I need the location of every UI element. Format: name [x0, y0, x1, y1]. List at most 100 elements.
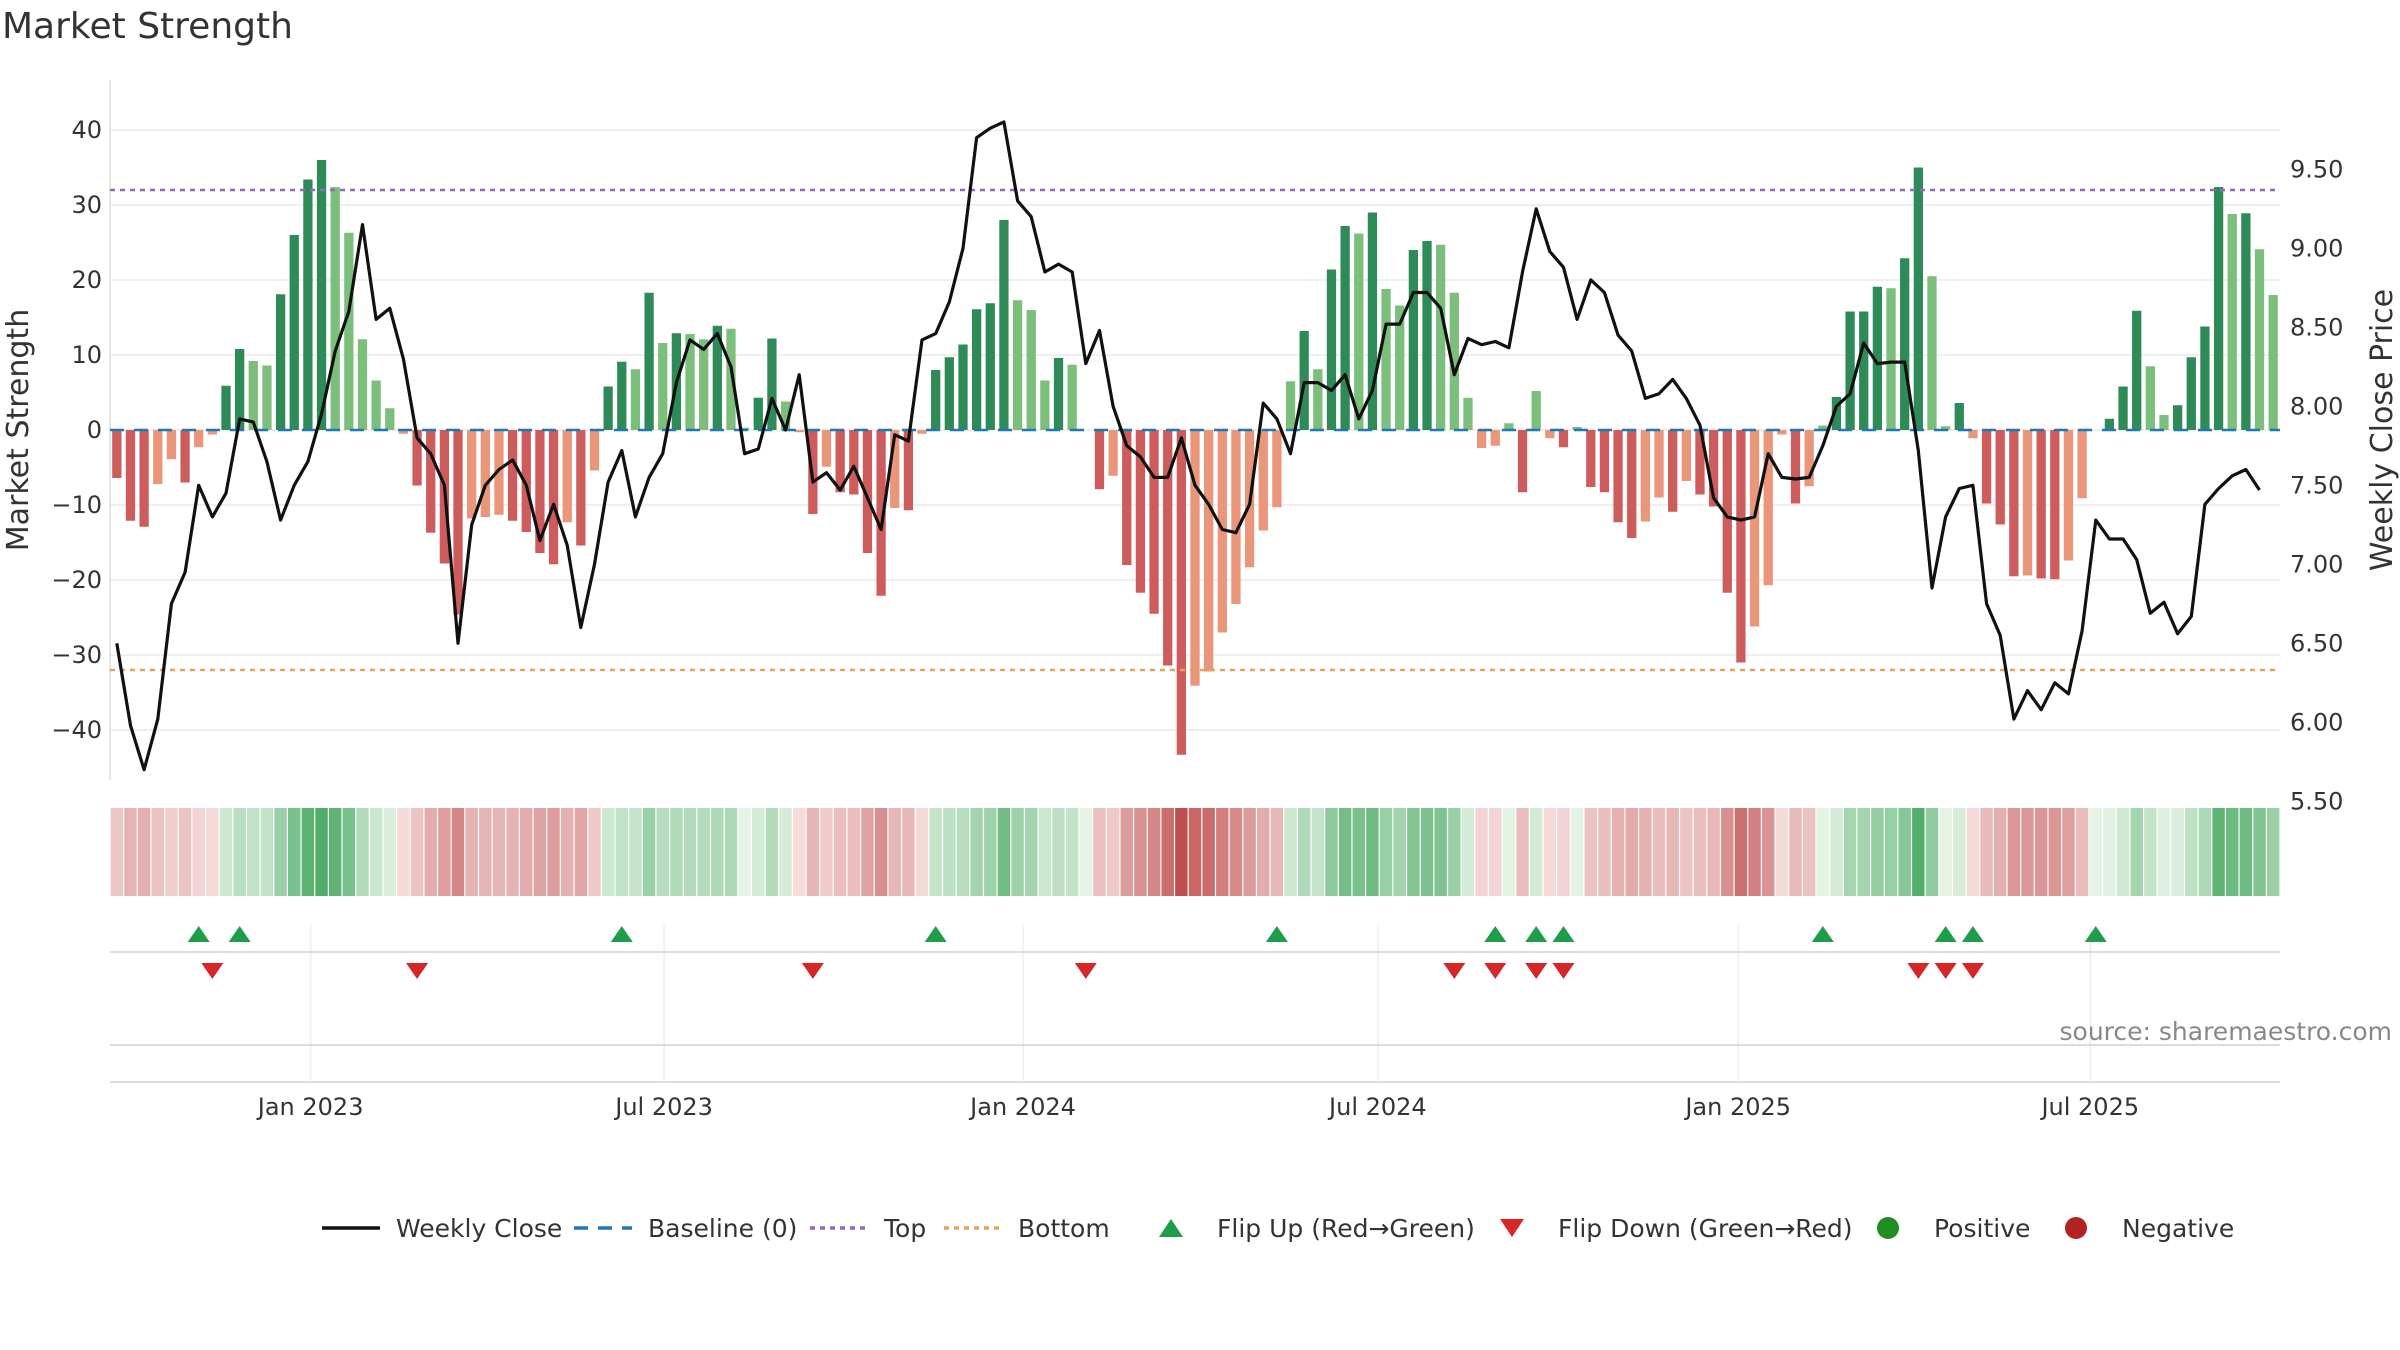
strength-bar — [426, 430, 436, 533]
strength-bar — [2104, 418, 2115, 430]
x-axis-ticks: Jan 2023 Jul 2023 Jan 2024 Jul 2024 Jan 2025… — [256, 1093, 2139, 1121]
heat-cell — [1434, 808, 1447, 896]
x-tick-label: Jul 2023 — [613, 1093, 713, 1121]
strength-bar — [1026, 310, 1036, 430]
heat-cell — [1516, 808, 1529, 896]
heat-cell — [2116, 808, 2130, 896]
flip-up-marker — [187, 926, 210, 942]
strength-bar — [316, 160, 327, 430]
strength-bar — [1668, 430, 1678, 512]
heat-cell — [1625, 808, 1638, 896]
heat-cell — [1093, 808, 1106, 896]
flip-up-marker — [924, 926, 947, 942]
heat-cell — [1393, 808, 1406, 896]
heat-cell — [997, 808, 1011, 896]
heat-cell — [1789, 808, 1802, 896]
strength-bar — [1859, 311, 1869, 430]
heat-cell — [2171, 808, 2184, 896]
strength-bar — [944, 357, 954, 430]
strength-bar — [985, 303, 995, 430]
heat-cell — [1366, 808, 1379, 896]
right-axis-ticks: 9.50 9.00 8.50 8.00 7.50 7.00 6.50 6.00 5.50 — [2290, 155, 2343, 815]
strength-bar — [262, 365, 272, 430]
heat-cell — [2212, 808, 2225, 896]
heat-cell — [1843, 808, 1857, 896]
strength-bar — [794, 430, 804, 433]
heat-cell — [697, 808, 710, 896]
strength-bar — [235, 349, 245, 430]
strength-bar — [1354, 233, 1364, 430]
flip-up-marker — [1961, 926, 1984, 942]
flip-up-marker — [1525, 926, 1548, 942]
flip-up-marker — [1484, 926, 1507, 942]
heat-cell — [369, 808, 383, 896]
strength-bar — [1436, 244, 1446, 430]
heat-cell — [2048, 808, 2062, 896]
strength-bar — [521, 430, 531, 532]
left-tick-label: 30 — [71, 191, 102, 219]
strength-bar — [330, 187, 340, 430]
heat-cell — [670, 808, 683, 896]
heat-cell — [424, 808, 437, 896]
heat-cell — [1775, 808, 1789, 896]
strength-bar — [1340, 226, 1350, 430]
strength-bar — [2159, 415, 2169, 430]
heat-cell — [1229, 808, 1243, 896]
strength-bar — [194, 430, 204, 448]
heat-cell — [724, 808, 738, 896]
strength-bar — [1272, 430, 1282, 508]
heat-cell — [1407, 808, 1420, 896]
heat-cell — [929, 808, 942, 896]
weekly-close-line — [115, 120, 2261, 772]
heat-cell — [1325, 808, 1338, 896]
heat-cell — [1270, 808, 1284, 896]
strength-bar — [139, 430, 149, 527]
strength-bar — [1654, 430, 1664, 498]
strength-bar — [1217, 430, 1227, 633]
flip-up-marker — [610, 926, 633, 942]
flip-down-marker — [801, 963, 824, 979]
strength-bar — [1763, 430, 1773, 586]
flip-down-marker — [1525, 963, 1548, 979]
strength-bar — [2213, 187, 2224, 430]
heat-cell — [2144, 808, 2157, 896]
x-tick-label: Jan 2025 — [1683, 1093, 1791, 1121]
heat-cell — [1939, 808, 1952, 896]
heat-cell — [1748, 808, 1761, 896]
flip-up-marker — [2084, 926, 2107, 942]
strength-bar — [2009, 430, 2019, 577]
legend-label: Bottom — [1018, 1214, 1110, 1243]
left-tick-label: −20 — [51, 566, 102, 594]
heat-cell — [1065, 808, 1079, 896]
heat-cell — [492, 808, 506, 896]
strength-bar — [1135, 430, 1146, 593]
heat-cell — [2089, 808, 2102, 896]
flip-down-marker — [1552, 963, 1575, 979]
strength-bar — [1463, 397, 1473, 430]
heat-cell — [915, 808, 929, 896]
strength-bar — [917, 430, 927, 434]
heat-cell — [1147, 808, 1161, 896]
strength-bar — [1313, 369, 1323, 430]
heat-cell — [1025, 808, 1038, 896]
heat-cell — [1693, 808, 1707, 896]
heat-cell — [2062, 808, 2075, 896]
strength-bar — [357, 339, 368, 430]
source-note: source: sharemaestro.com — [2060, 1017, 2393, 1046]
strength-bar — [931, 370, 941, 430]
strength-bar — [1900, 258, 1910, 430]
strength-bar — [1531, 391, 1541, 430]
heat-cell — [1461, 808, 1475, 896]
flip-down-marker — [1443, 963, 1466, 979]
heat-cell — [1639, 808, 1652, 896]
legend-swatch — [2065, 1217, 2087, 1239]
strength-bar — [1695, 430, 1705, 495]
heat-cell — [2253, 808, 2266, 896]
strength-bar — [1790, 430, 1801, 504]
strength-bar — [726, 328, 736, 430]
heat-cell — [1912, 808, 1925, 896]
strength-bar — [1204, 430, 1214, 672]
strength-bar — [1572, 427, 1582, 430]
strength-bar — [344, 232, 354, 430]
heat-cell — [2103, 808, 2116, 896]
